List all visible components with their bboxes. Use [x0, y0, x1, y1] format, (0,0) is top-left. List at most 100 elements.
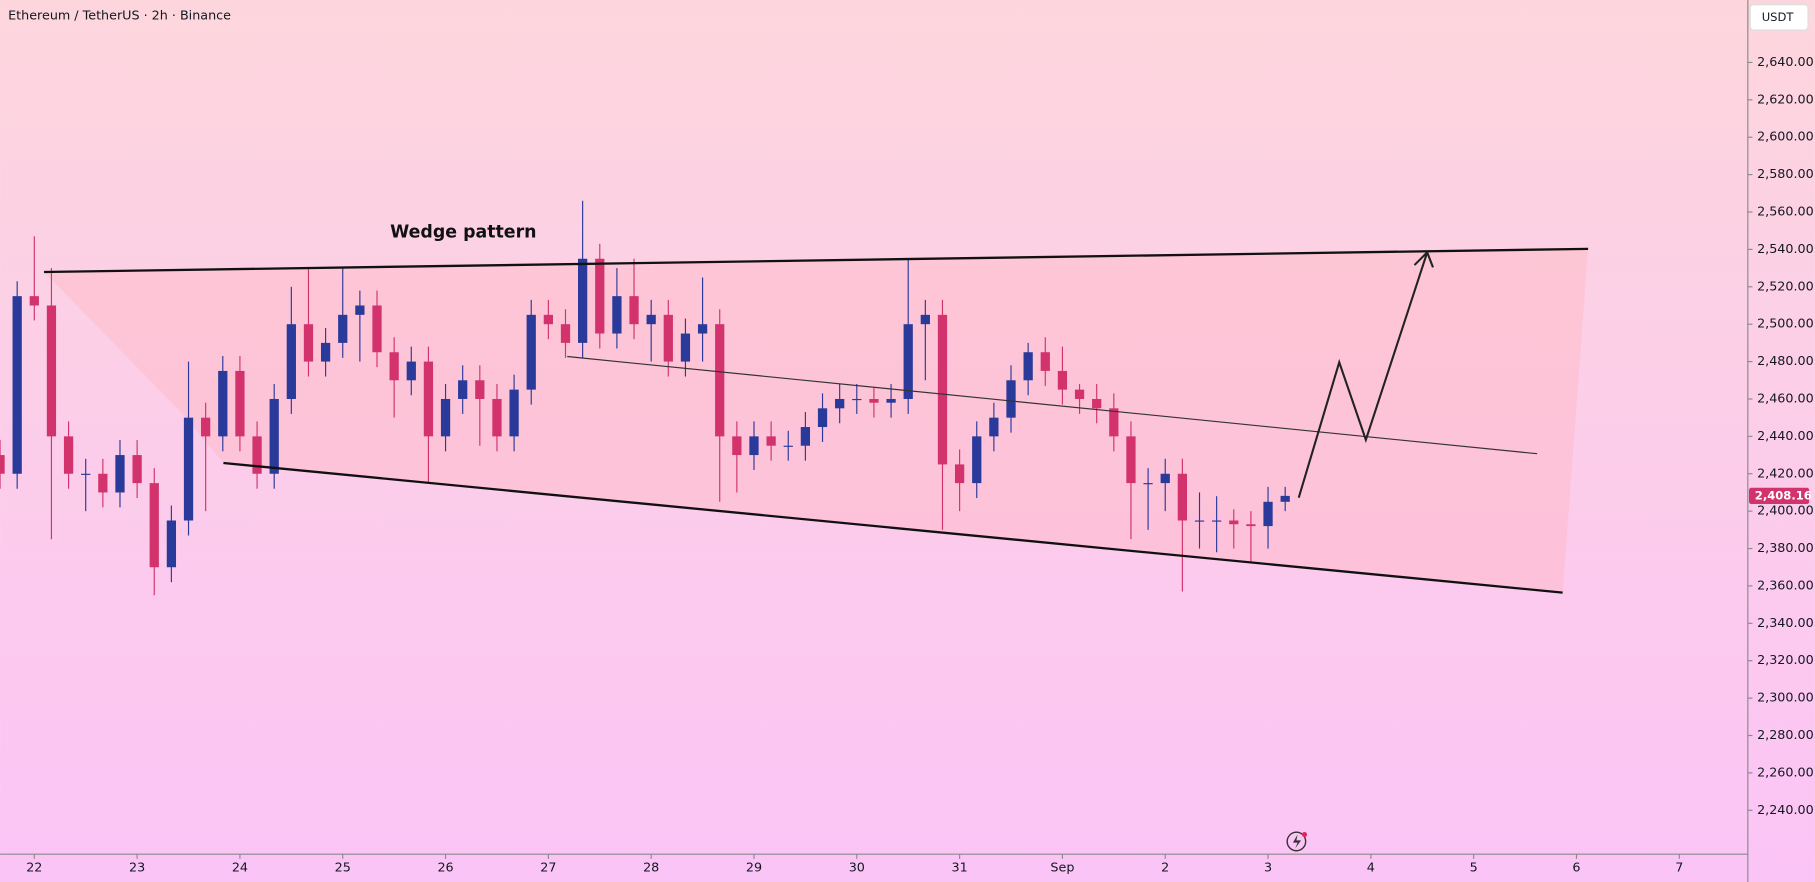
wedge-fill: [44, 248, 1589, 593]
candle-body: [749, 436, 759, 456]
y-tick-label: 2,360.00: [1757, 578, 1814, 593]
candle-body: [252, 436, 262, 474]
candle-body: [835, 398, 845, 409]
candle-body: [338, 314, 348, 343]
y-tick-label: 2,500.00: [1757, 317, 1814, 332]
y-tick-label: 2,420.00: [1757, 466, 1814, 481]
candle-body: [1160, 473, 1170, 484]
candle-body: [475, 380, 485, 399]
candle-body: [1280, 495, 1290, 502]
candle-body: [937, 314, 948, 465]
x-tick-label: 23: [129, 861, 145, 876]
candle-body: [115, 455, 125, 493]
candle-body: [1194, 520, 1205, 522]
candle-body: [1229, 520, 1239, 525]
y-tick-label: 2,440.00: [1757, 429, 1814, 444]
candle-body: [954, 464, 965, 484]
candle-body: [697, 324, 708, 334]
candle-body: [286, 324, 296, 399]
candle-body: [218, 370, 228, 437]
candle-body: [817, 408, 828, 428]
candle-body: [800, 427, 811, 446]
candle-body: [886, 398, 896, 403]
y-tick-label: 2,260.00: [1757, 765, 1814, 780]
wedge-upper-line: [44, 247, 1589, 274]
x-tick-label: 2: [1161, 861, 1169, 876]
y-tick-label: 2,600.00: [1757, 130, 1814, 145]
candle-body: [732, 436, 742, 456]
y-tick-label: 2,460.00: [1757, 391, 1814, 406]
candle-body: [766, 436, 776, 446]
candle-body: [1006, 380, 1016, 418]
y-tick-label: 2,620.00: [1757, 92, 1814, 107]
candle-body: [1057, 370, 1068, 390]
candle-body: [303, 324, 314, 362]
candle-body: [629, 296, 639, 325]
wedge-lower-line: [223, 461, 1563, 594]
plot: [0, 200, 1290, 596]
y-tick-label: 2,340.00: [1757, 616, 1814, 631]
x-tick-label: 3: [1264, 861, 1272, 876]
replay-dot: [1301, 831, 1308, 838]
y-tick-label: 2,280.00: [1757, 728, 1814, 743]
candle-body: [132, 455, 142, 484]
y-tick-label: 2,240.00: [1757, 803, 1814, 818]
x-tick-label: Sep: [1050, 861, 1074, 876]
x-tick-label: 4: [1367, 861, 1375, 876]
candle-body: [852, 398, 862, 401]
mid-line: [567, 355, 1538, 455]
candle-body: [440, 398, 451, 437]
currency-box[interactable]: [1749, 4, 1809, 31]
candle-body: [406, 361, 416, 381]
x-tick-label: 29: [746, 861, 762, 876]
candle-body: [29, 296, 39, 306]
candle-body: [458, 380, 468, 399]
candle-body: [81, 473, 91, 475]
replay-icon[interactable]: [1286, 831, 1307, 852]
annotation: Wedge pattern: [390, 223, 536, 243]
y-tick-label: 2,480.00: [1757, 354, 1814, 369]
candle-body: [1023, 352, 1033, 381]
y-tick-label: 2,520.00: [1757, 279, 1814, 294]
candle-body: [1143, 483, 1153, 485]
y-tick-label: 2,540.00: [1757, 242, 1814, 257]
candle-body: [1040, 352, 1050, 371]
y-tick-label: 2,560.00: [1757, 205, 1814, 220]
x-tick-label: 27: [540, 861, 556, 876]
candle-body: [1074, 389, 1085, 399]
candle-body: [98, 473, 108, 493]
projection-arrow: [1297, 252, 1429, 499]
candle-body: [920, 314, 930, 325]
y-tick-label: 2,320.00: [1757, 653, 1814, 668]
candle-body: [869, 398, 879, 403]
candle-body: [235, 370, 245, 437]
candle-body: [783, 445, 793, 447]
replay-bolt: [1292, 834, 1302, 849]
currency[interactable]: USDT: [1762, 10, 1795, 24]
y-tick-label: 2,300.00: [1757, 691, 1814, 706]
candle-body: [578, 258, 588, 343]
x-tick-label: 31: [952, 861, 968, 876]
candle-body: [269, 398, 279, 474]
candle-body: [989, 417, 999, 437]
candle-body: [972, 436, 982, 484]
chart-title: Ethereum / TetherUS · 2h · Binance: [8, 9, 231, 24]
x-tick-label: 25: [335, 861, 351, 876]
candle-body: [0, 455, 5, 474]
candle-body: [372, 305, 382, 353]
candle-body: [389, 352, 399, 381]
candle-body: [183, 417, 194, 521]
candle-body: [543, 314, 553, 325]
candle-body: [201, 417, 211, 437]
candle-body: [526, 314, 536, 390]
y-tick-label: 2,400.00: [1757, 504, 1814, 519]
candle-body: [320, 342, 331, 362]
x-tick-label: 28: [643, 861, 659, 876]
x-tick-label: 22: [26, 861, 42, 876]
candle-body: [663, 314, 673, 362]
candle-body: [509, 389, 519, 437]
x-tick-label: 7: [1675, 861, 1683, 876]
